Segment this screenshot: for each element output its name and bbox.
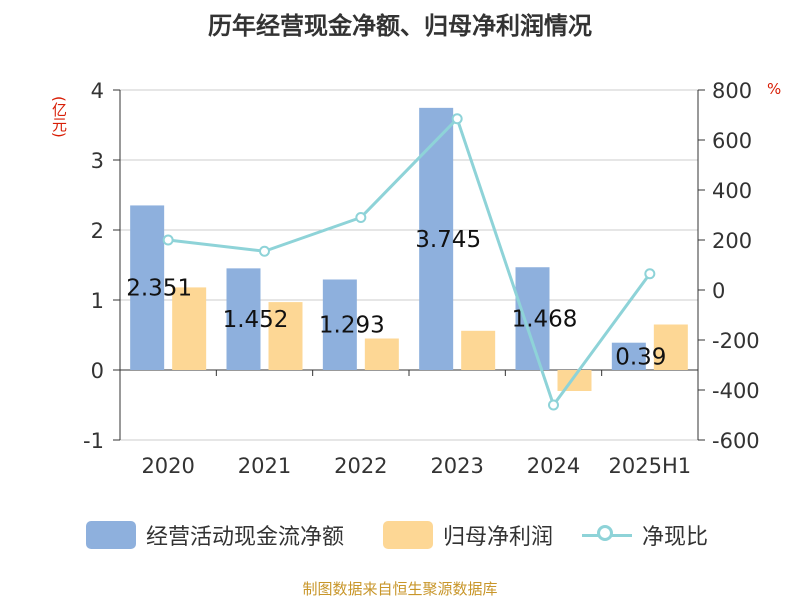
bar-data-label: 0.39 bbox=[615, 344, 666, 370]
left-axis-unit-label: (亿元) bbox=[50, 96, 68, 138]
left-axis-tick-label: 2 bbox=[91, 219, 104, 243]
left-axis-tick-label: 4 bbox=[91, 79, 104, 103]
left-axis-tick-label: 0 bbox=[91, 359, 104, 383]
right-axis-tick-label: 600 bbox=[712, 129, 752, 153]
bar-data-label: 3.745 bbox=[415, 227, 481, 253]
right-axis-unit-label: % bbox=[767, 80, 782, 98]
bar-data-label: 1.452 bbox=[223, 307, 289, 333]
left-axis-tick-label: 1 bbox=[91, 289, 104, 313]
bar-cashflow bbox=[322, 279, 357, 370]
line-point-cash-ratio bbox=[548, 399, 559, 411]
legend-swatch-cashflow bbox=[86, 521, 136, 549]
legend-swatch-net-profit bbox=[383, 521, 433, 549]
line-point-cash-ratio bbox=[162, 234, 174, 246]
chart-title: 历年经营现金净额、归母净利润情况 bbox=[208, 12, 592, 40]
bar-cashflow bbox=[515, 267, 550, 370]
right-axis-tick-label: 200 bbox=[712, 229, 752, 253]
data-source-note: 制图数据来自恒生聚源数据库 bbox=[302, 580, 498, 598]
x-axis-category-label: 2024 bbox=[527, 454, 580, 478]
x-axis-category-label: 2025H1 bbox=[609, 454, 692, 478]
legend-label-net-profit: 归母净利润 bbox=[443, 525, 554, 550]
right-axis-tick-label: -600 bbox=[712, 429, 760, 453]
bar-net-profit bbox=[172, 287, 207, 370]
bar-data-label: 1.293 bbox=[319, 313, 385, 339]
right-axis-tick-label: 800 bbox=[712, 79, 752, 103]
bar-cashflow bbox=[130, 205, 165, 370]
legend-label-cash-ratio: 净现比 bbox=[642, 525, 709, 550]
x-axis-category-label: 2020 bbox=[141, 454, 194, 478]
right-axis-tick-label: -200 bbox=[712, 329, 760, 353]
x-axis-category-label: 2023 bbox=[430, 454, 483, 478]
legend-item-net-profit[interactable]: 归母净利润 bbox=[383, 515, 553, 555]
bar-net-profit bbox=[557, 370, 592, 391]
line-point-cash-ratio bbox=[259, 245, 270, 257]
line-cash-ratio bbox=[167, 115, 652, 409]
right-axis-tick-label: -400 bbox=[712, 379, 760, 403]
bar-cashflow bbox=[611, 342, 646, 370]
left-axis-tick-label: -1 bbox=[83, 429, 104, 453]
legend-item-cashflow[interactable]: 经营活动现金流净额 bbox=[86, 515, 344, 555]
right-axis-tick-label: 0 bbox=[712, 279, 725, 303]
bar-net-profit bbox=[364, 338, 399, 370]
left-axis-tick-label: 3 bbox=[91, 149, 104, 173]
legend-swatch-cash-ratio bbox=[582, 521, 632, 549]
legend-label-cashflow: 经营活动现金流净额 bbox=[146, 525, 345, 550]
line-point-cash-ratio bbox=[644, 268, 656, 280]
bar-net-profit bbox=[268, 302, 303, 370]
chart-plot-area: -1 0 1 2 3 4 -600 -400 -200 0 200 400 600 800 2.351 202… bbox=[83, 79, 760, 478]
legend-item-cash-ratio[interactable]: 净现比 bbox=[582, 515, 708, 555]
legend: 经营活动现金流净额 归母净利润 净现比 bbox=[0, 515, 800, 555]
line-point-cash-ratio bbox=[355, 212, 367, 223]
bar-net-profit bbox=[461, 330, 496, 370]
line-point-cash-ratio bbox=[451, 113, 463, 125]
x-axis-category-label: 2022 bbox=[334, 454, 387, 478]
bar-data-label: 2.351 bbox=[126, 276, 192, 302]
bar-net-profit bbox=[653, 324, 688, 370]
x-axis-category-label: 2021 bbox=[238, 454, 291, 478]
right-axis-tick-label: 400 bbox=[712, 179, 752, 203]
bar-cashflow bbox=[226, 268, 261, 370]
